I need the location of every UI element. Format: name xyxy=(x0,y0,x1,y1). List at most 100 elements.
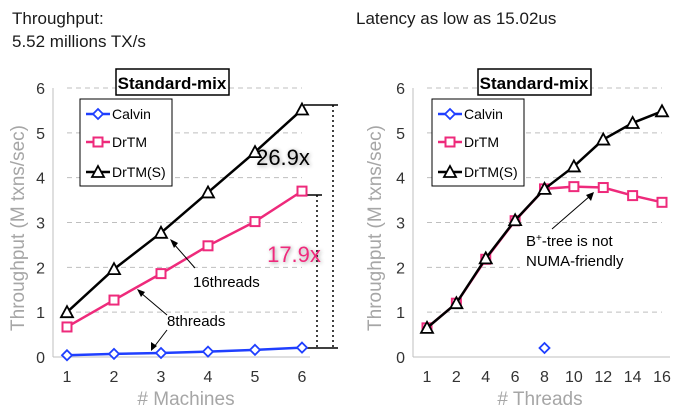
chart-title: Standard-mix xyxy=(118,74,227,93)
y-axis-label: Throughput (M txns/sec) xyxy=(365,125,386,331)
data-point-triangle xyxy=(625,115,641,129)
x-tick-label: 6 xyxy=(298,369,307,386)
x-tick-label: 1 xyxy=(63,369,72,386)
data-point-triangle xyxy=(294,101,310,116)
x-axis-label: # Threads xyxy=(497,389,582,410)
y-tick-label: 1 xyxy=(396,305,405,322)
series-line-drtms xyxy=(66,108,303,314)
data-point-triangle xyxy=(153,224,169,239)
data-point-square xyxy=(568,181,580,193)
axes xyxy=(412,88,670,358)
x-tick-label: 12 xyxy=(594,369,612,386)
chart-title-box xyxy=(115,68,230,96)
y-tick-label: 3 xyxy=(396,216,405,233)
x-tick-label: 5 xyxy=(251,369,260,386)
arrow-8threads-a-shaft xyxy=(140,292,168,316)
note-box xyxy=(520,226,662,274)
arrow-16threads-head xyxy=(170,239,178,248)
x-tick-label: 4 xyxy=(204,369,213,386)
square-marker-icon xyxy=(444,136,456,148)
data-point-triangle xyxy=(200,184,216,199)
legend-item-drtm: DrTM xyxy=(86,134,147,150)
x-axis-label: # Machines xyxy=(137,389,234,410)
y-tick-labels: 0 1 2 3 4 5 6 xyxy=(36,81,45,367)
data-point-square xyxy=(155,268,167,280)
legend-label: DrTM xyxy=(464,134,499,150)
data-point-diamond xyxy=(248,343,262,357)
axes xyxy=(52,88,310,358)
x-tick-label: 1 xyxy=(423,369,432,386)
data-point-diamond xyxy=(107,347,121,361)
legend: Calvin DrTM DrTM(S) xyxy=(431,98,525,187)
data-point-square xyxy=(656,196,668,208)
data-point-square xyxy=(249,216,261,228)
data-point-triangle xyxy=(106,261,122,276)
x-tick-label: 10 xyxy=(565,369,583,386)
data-point-diamond xyxy=(154,346,168,360)
data-point-triangle xyxy=(59,304,75,319)
y-tick-label: 0 xyxy=(36,350,45,367)
data-point-triangle xyxy=(448,295,464,310)
data-point-square xyxy=(202,240,214,252)
y-tick-label: 3 xyxy=(36,216,45,233)
note-line-1: B+-tree is not xyxy=(526,233,614,251)
x-tick-label: 8 xyxy=(540,369,549,386)
data-point-diamond xyxy=(538,341,551,355)
x-tick-label: 2 xyxy=(110,369,119,386)
header-latency: Latency as low as 15.02us xyxy=(356,9,557,28)
legend-label: DrTM(S) xyxy=(112,164,166,180)
y-tick-label: 2 xyxy=(36,260,45,277)
annotation-16threads: 16threads xyxy=(193,274,260,291)
note-arrow-head xyxy=(586,192,594,201)
data-point-triangle xyxy=(566,158,582,173)
triangle-marker-icon xyxy=(442,164,458,178)
data-point-triangle xyxy=(478,250,494,265)
speedup-bracket xyxy=(304,104,338,349)
speedup-drtms-label: 26.9x xyxy=(256,145,310,170)
y-tick-label: 4 xyxy=(36,171,45,188)
legend-label: DrTM(S) xyxy=(464,164,518,180)
annotation-8threads: 8threads xyxy=(167,313,225,330)
data-point-square xyxy=(296,185,308,197)
arrow-8threads-b-shaft xyxy=(153,329,168,348)
legend: Calvin DrTM DrTM(S) xyxy=(79,98,173,187)
y-tick-label: 1 xyxy=(36,305,45,322)
x-tick-label: 2 xyxy=(452,369,461,386)
data-point-triangle xyxy=(654,103,670,118)
x-tick-label: 3 xyxy=(157,369,166,386)
data-point-triangle xyxy=(247,144,263,159)
data-point-triangle xyxy=(419,319,435,334)
data-point-triangle xyxy=(536,180,553,195)
x-tick-label: 16 xyxy=(653,369,671,386)
legend-item-calvin: Calvin xyxy=(438,106,503,122)
note-line-2: NUMA-friendly xyxy=(526,253,624,270)
header-throughput-label: Throughput: xyxy=(12,9,104,28)
y-tick-label: 5 xyxy=(396,126,405,143)
series-line-calvin xyxy=(66,346,303,357)
note-arrow-shaft xyxy=(551,195,591,230)
y-axis-label: Throughput (M txns/sec) xyxy=(8,125,29,331)
legend-label: Calvin xyxy=(464,106,503,122)
x-tick-labels: 1 2 3 4 5 6 xyxy=(63,369,307,386)
data-point-triangle xyxy=(507,212,523,227)
legend-label: DrTM xyxy=(112,134,147,150)
y-tick-labels: 0 1 2 3 4 5 6 xyxy=(396,81,405,367)
legend-item-drtm: DrTM xyxy=(438,134,499,150)
y-tick-label: 5 xyxy=(36,126,45,143)
data-point-square xyxy=(597,182,609,194)
y-tick-label: 6 xyxy=(36,81,45,98)
x-tick-label: 6 xyxy=(511,369,520,386)
chart-machines: 0 1 2 3 4 5 6 1 2 3 4 5 6 Standard-mix xyxy=(8,68,338,410)
arrow-16threads-shaft xyxy=(172,242,196,269)
diamond-marker-icon xyxy=(91,107,105,121)
x-tick-label: 4 xyxy=(481,369,490,386)
y-tick-label: 4 xyxy=(396,171,405,188)
speedup-drtm-label: 17.9x xyxy=(267,242,321,267)
series-line-drtm xyxy=(66,190,303,329)
legend-item-drtms: DrTM(S) xyxy=(86,164,166,180)
arrow-8threads-b-head xyxy=(151,342,157,351)
y-tick-label: 6 xyxy=(396,81,405,98)
series-group xyxy=(59,101,310,362)
data-point-diamond xyxy=(295,341,309,354)
legend-item-drtms: DrTM(S) xyxy=(438,164,518,180)
